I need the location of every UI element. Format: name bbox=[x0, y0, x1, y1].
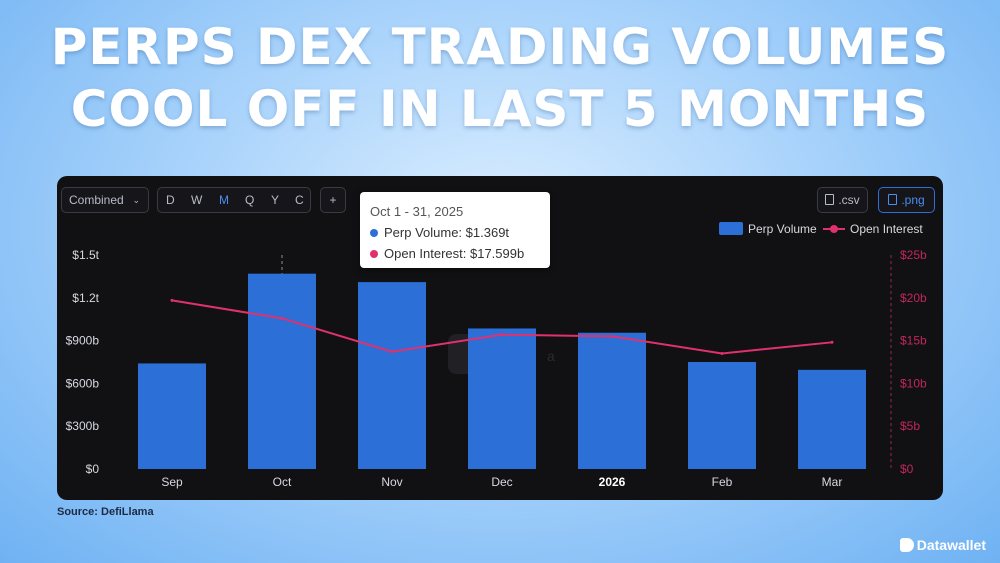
tooltip-date: Oct 1 - 31, 2025 bbox=[370, 204, 464, 219]
perp-volume-bar bbox=[468, 328, 536, 469]
x-tick-label: Mar bbox=[822, 475, 843, 489]
tooltip-volume-dot bbox=[370, 229, 378, 237]
period-m[interactable]: M bbox=[219, 193, 229, 207]
y-right-tick: $15b bbox=[900, 334, 927, 348]
y-left-tick: $1.5t bbox=[72, 248, 99, 262]
perp-volume-bar bbox=[358, 282, 426, 469]
y-right-tick: $20b bbox=[900, 291, 927, 305]
open-interest-point bbox=[830, 340, 834, 344]
add-button[interactable]: + bbox=[320, 187, 346, 213]
legend-open-interest-label: Open Interest bbox=[850, 222, 923, 236]
x-tick-label: Sep bbox=[161, 475, 183, 489]
period-q[interactable]: Q bbox=[245, 193, 255, 207]
combined-label: Combined bbox=[69, 193, 124, 207]
perp-volume-bar bbox=[248, 273, 316, 469]
image-icon bbox=[888, 194, 898, 205]
x-tick-label: Oct bbox=[273, 475, 292, 489]
y-left-tick: $300b bbox=[66, 419, 100, 433]
perp-volume-bar bbox=[138, 363, 206, 469]
tooltip-row-volume: Perp Volume: $1.369t bbox=[370, 225, 509, 240]
y-left-tick: $0 bbox=[86, 462, 100, 476]
perp-volume-bar bbox=[688, 362, 756, 469]
brand-name: Datawallet bbox=[916, 537, 986, 553]
period-c[interactable]: C bbox=[295, 193, 304, 207]
open-interest-point bbox=[500, 333, 504, 337]
open-interest-point bbox=[610, 334, 614, 338]
png-label: .png bbox=[901, 193, 925, 207]
x-tick-label: Dec bbox=[491, 475, 512, 489]
period-d[interactable]: D bbox=[166, 193, 175, 207]
watermark-text: a bbox=[547, 348, 555, 364]
tooltip: Oct 1 - 31, 2025 Perp Volume: $1.369t Op… bbox=[360, 192, 550, 268]
datawallet-logo-icon bbox=[899, 538, 914, 552]
brand-logo: Datawallet bbox=[899, 537, 986, 553]
x-tick-label: Feb bbox=[712, 475, 733, 489]
period-group: D W M Q Y C bbox=[157, 187, 311, 213]
y-left-tick: $600b bbox=[66, 376, 100, 390]
y-left-tick: $900b bbox=[66, 334, 100, 348]
legend-bar-swatch bbox=[719, 222, 743, 235]
y-right-tick: $10b bbox=[900, 376, 927, 390]
csv-button[interactable]: .csv bbox=[817, 187, 868, 213]
perp-volume-bar bbox=[798, 369, 866, 469]
tooltip-row-oi: Open Interest: $17.599b bbox=[370, 246, 524, 261]
csv-label: .csv bbox=[838, 193, 860, 207]
y-right-tick: $0 bbox=[900, 462, 914, 476]
file-icon bbox=[825, 194, 835, 205]
x-tick-label: Nov bbox=[381, 475, 402, 489]
legend-open-interest[interactable]: Open Interest bbox=[823, 222, 923, 236]
perp-volume-bar bbox=[578, 332, 646, 469]
tooltip-volume-text: Perp Volume: $1.369t bbox=[384, 225, 510, 240]
chart-svg: a $0 $300b $600b $900b $1.2t $1.5t $0 $5b $10b $15… bbox=[66, 248, 927, 489]
open-interest-point bbox=[170, 298, 174, 302]
legend-perp-volume-label: Perp Volume bbox=[748, 222, 817, 236]
chevron-down-icon: ⌄ bbox=[132, 195, 140, 205]
png-button[interactable]: .png bbox=[878, 187, 935, 213]
open-interest-point bbox=[390, 350, 394, 354]
y-left-tick: $1.2t bbox=[72, 291, 99, 305]
y-right-tick: $5b bbox=[900, 419, 920, 433]
headline-line-2: COOL OFF IN LAST 5 MONTHS bbox=[70, 80, 930, 138]
period-w[interactable]: W bbox=[191, 193, 203, 207]
tooltip-oi-text: Open Interest: $17.599b bbox=[384, 246, 525, 261]
x-tick-label: 2026 bbox=[599, 475, 626, 489]
y-right-tick: $25b bbox=[900, 248, 927, 262]
period-y[interactable]: Y bbox=[271, 193, 280, 207]
headline-line-1: PERPS DEX TRADING VOLUMES bbox=[50, 18, 950, 76]
source-note: Source: DefiLlama bbox=[57, 506, 154, 518]
chart-panel: Combined ⌄ D W M Q Y C + .csv .png Perp … bbox=[57, 176, 943, 500]
legend-line-swatch bbox=[823, 222, 845, 235]
open-interest-point bbox=[720, 351, 724, 355]
legend-perp-volume[interactable]: Perp Volume bbox=[719, 222, 817, 236]
open-interest-point bbox=[280, 316, 284, 320]
tooltip-oi-dot bbox=[370, 250, 378, 258]
combined-select[interactable]: Combined ⌄ bbox=[61, 187, 149, 213]
